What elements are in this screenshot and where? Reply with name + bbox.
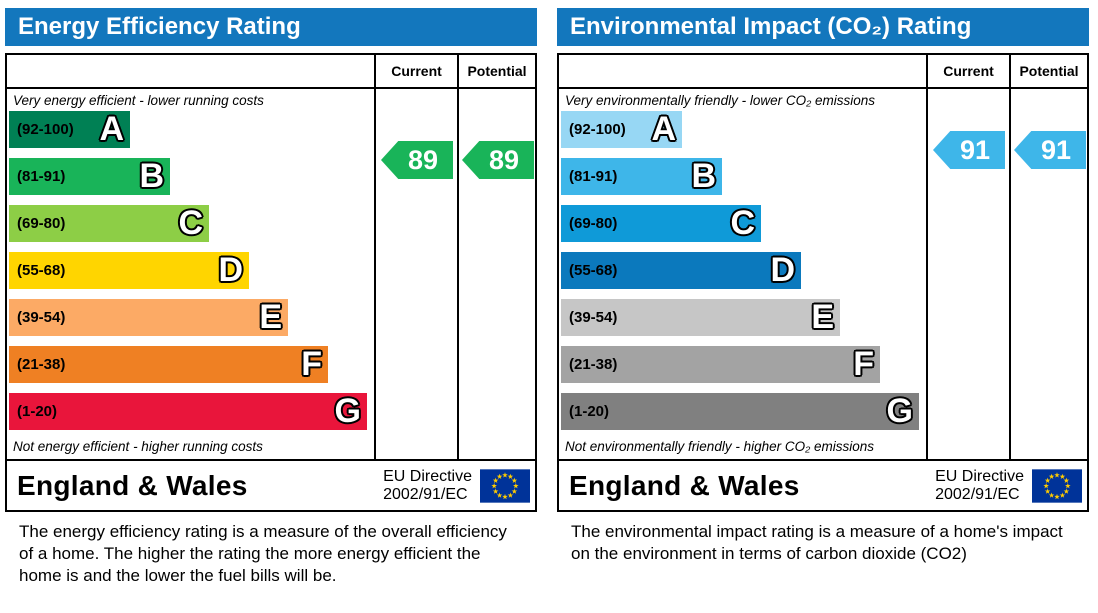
rating-table: Current Potential Very environmentally f… (557, 53, 1089, 512)
table-footer-row: England & Wales EU Directive 2002/91/EC (7, 459, 535, 510)
bands-container: (92-100) A (81-91) B (69-80) C (55-68) D… (9, 110, 374, 440)
band-range-label: (39-54) (17, 309, 66, 326)
panel-description: The environmental impact rating is a mea… (571, 522, 1063, 563)
bands-container: (92-100) A (81-91) B (69-80) C (55-68) D… (561, 110, 926, 440)
region-label: England & Wales (569, 469, 800, 501)
current-column-header: Current (374, 55, 457, 87)
band-range-label: (69-80) (17, 215, 66, 232)
band-letter: G (334, 392, 361, 430)
environmental-impact-panel: Environmental Impact (CO₂) Rating Curren… (557, 0, 1089, 565)
bands-chart-area: Very environmentally friendly - lower CO… (559, 89, 926, 459)
table-footer-row: England & Wales EU Directive 2002/91/EC (559, 459, 1087, 510)
band-letter: B (691, 157, 716, 195)
eu-directive-label: EU Directive 2002/91/EC (383, 468, 472, 504)
potential-value-column: 91 (1009, 89, 1087, 459)
band-range-label: (81-91) (569, 168, 618, 185)
rating-band: (1-20) G (561, 392, 919, 430)
current-rating-arrow: 89 (381, 141, 453, 179)
bands-chart-area: Very energy efficient - lower running co… (7, 89, 374, 459)
rating-table: Current Potential Very energy efficient … (5, 53, 537, 512)
current-value-column: 89 (374, 89, 457, 459)
current-column-header: Current (926, 55, 1009, 87)
rating-band: (81-91) B (9, 157, 170, 195)
table-header-row: Current Potential (559, 55, 1087, 89)
band-range-label: (55-68) (569, 262, 618, 279)
eu-directive-label: EU Directive 2002/91/EC (935, 468, 1024, 504)
chart-body: Very environmentally friendly - lower CO… (559, 89, 1087, 459)
band-letter: D (218, 251, 243, 289)
eu-directive-line1: EU Directive (383, 467, 472, 485)
rating-band: (21-38) F (561, 345, 880, 383)
potential-rating-value: 89 (488, 144, 520, 175)
rating-band: (69-80) C (561, 204, 761, 242)
top-caption: Very energy efficient - lower running co… (13, 93, 264, 108)
band-letter: C (178, 204, 203, 242)
band-range-label: (69-80) (569, 215, 618, 232)
potential-column-header: Potential (457, 55, 535, 87)
potential-value-column: 89 (457, 89, 535, 459)
eu-flag-icon (480, 468, 530, 503)
current-rating-value: 91 (959, 134, 991, 165)
band-letter: G (886, 392, 913, 430)
chart-body: Very energy efficient - lower running co… (7, 89, 535, 459)
current-rating-arrow: 91 (933, 131, 1005, 169)
current-value-column: 91 (926, 89, 1009, 459)
band-range-label: (39-54) (569, 309, 618, 326)
panel-title: Energy Efficiency Rating (5, 8, 537, 46)
band-range-label: (1-20) (569, 403, 610, 420)
band-range-label: (1-20) (17, 403, 58, 420)
rating-band: (81-91) B (561, 157, 722, 195)
band-range-label: (92-100) (569, 121, 626, 138)
band-letter: D (770, 251, 795, 289)
bottom-caption: Not environmentally friendly - higher CO… (565, 439, 875, 454)
rating-band: (39-54) E (9, 298, 288, 336)
potential-rating-arrow: 91 (1014, 131, 1086, 169)
eu-directive-line1: EU Directive (935, 467, 1024, 485)
rating-band: (92-100) A (561, 110, 682, 148)
eu-directive-line2: 2002/91/EC (935, 485, 1020, 503)
header-spacer (7, 55, 374, 87)
band-letter: A (651, 110, 676, 148)
potential-column-header: Potential (1009, 55, 1087, 87)
energy-efficiency-panel: Energy Efficiency Rating Current Potenti… (5, 0, 537, 587)
band-letter: E (259, 298, 282, 336)
band-range-label: (21-38) (17, 356, 66, 373)
rating-band: (92-100) A (9, 110, 130, 148)
eu-directive-line2: 2002/91/EC (383, 485, 468, 503)
band-range-label: (92-100) (17, 121, 74, 138)
current-rating-value: 89 (407, 144, 439, 175)
table-header-row: Current Potential (7, 55, 535, 89)
rating-band: (39-54) E (561, 298, 840, 336)
band-letter: A (99, 110, 124, 148)
band-letter: B (139, 157, 164, 195)
band-range-label: (55-68) (17, 262, 66, 279)
bottom-caption: Not energy efficient - higher running co… (13, 439, 263, 454)
band-letter: F (853, 345, 874, 383)
band-letter: F (301, 345, 322, 383)
region-label: England & Wales (17, 469, 248, 501)
band-letter: E (811, 298, 834, 336)
eu-flag-icon (1032, 468, 1082, 503)
rating-band: (55-68) D (561, 251, 801, 289)
potential-rating-value: 91 (1040, 134, 1072, 165)
panel-title: Environmental Impact (CO₂) Rating (557, 8, 1089, 46)
top-caption: Very environmentally friendly - lower CO… (565, 93, 875, 108)
rating-band: (21-38) F (9, 345, 328, 383)
rating-band: (55-68) D (9, 251, 249, 289)
rating-band: (69-80) C (9, 204, 209, 242)
panel-description: The energy efficiency rating is a measur… (19, 522, 507, 585)
header-spacer (559, 55, 926, 87)
rating-band: (1-20) G (9, 392, 367, 430)
potential-rating-arrow: 89 (462, 141, 534, 179)
band-range-label: (81-91) (17, 168, 66, 185)
band-range-label: (21-38) (569, 356, 618, 373)
band-letter: C (730, 204, 755, 242)
